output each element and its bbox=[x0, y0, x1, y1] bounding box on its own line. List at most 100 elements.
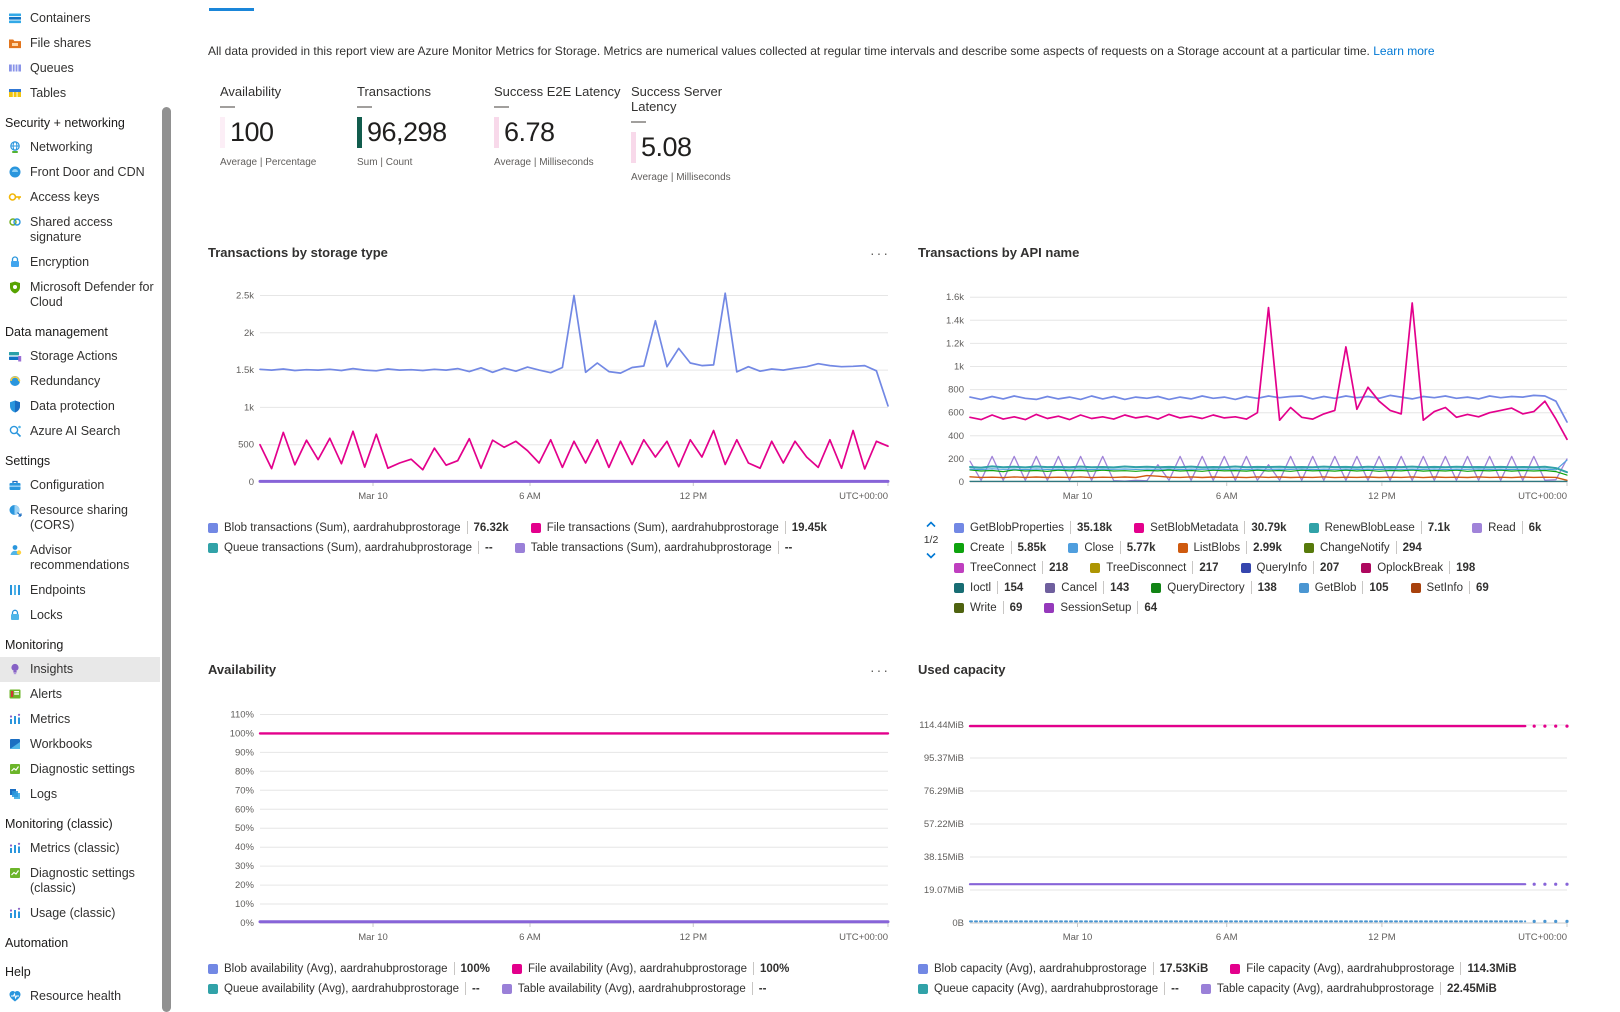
svg-text:0%: 0% bbox=[240, 918, 254, 929]
legend-item-renewbloblease[interactable]: RenewBlobLease 7.1k bbox=[1308, 521, 1450, 534]
svg-text:70%: 70% bbox=[235, 785, 255, 796]
sidebar-item-storage-actions[interactable]: Storage Actions bbox=[0, 344, 160, 369]
diagnostic-settings-icon bbox=[10, 868, 20, 878]
svg-text:UTC+00:00: UTC+00:00 bbox=[1518, 491, 1567, 502]
legend-divider bbox=[1002, 601, 1004, 614]
sidebar-item-access-keys[interactable]: Access keys bbox=[0, 185, 160, 210]
legend-item-table-transactions-sum[interactable]: Table transactions (Sum), aardrahubprost… bbox=[514, 541, 792, 554]
legend-swatch bbox=[501, 983, 512, 994]
legend-divider bbox=[1069, 521, 1071, 534]
metrics-icon bbox=[9, 713, 21, 724]
sidebar-item-alerts[interactable]: Alerts bbox=[0, 682, 160, 707]
svg-text:1.5k: 1.5k bbox=[236, 365, 254, 376]
svg-text:0: 0 bbox=[959, 477, 964, 488]
sidebar-item-front-door-and-cdn[interactable]: Front Door and CDN bbox=[0, 160, 160, 185]
legend-page-down[interactable] bbox=[925, 547, 937, 565]
sidebar-item-label: Endpoints bbox=[30, 583, 86, 597]
chart-menu-icon[interactable]: ··· bbox=[870, 661, 890, 678]
sidebar-item-file-shares[interactable]: File shares bbox=[0, 31, 160, 56]
legend-item-setblobmetadata[interactable]: SetBlobMetadata 30.79k bbox=[1134, 521, 1287, 534]
legend-value: 30.79k bbox=[1251, 521, 1287, 534]
sidebar-item-microsoft-defender-for-cloud[interactable]: Microsoft Defender for Cloud bbox=[0, 275, 160, 315]
metric-value: 5.08 bbox=[641, 132, 692, 162]
svg-text:UTC+00:00: UTC+00:00 bbox=[1518, 932, 1567, 943]
legend-swatch bbox=[1308, 522, 1319, 533]
legend-item-create[interactable]: Create 5.85k bbox=[954, 541, 1046, 554]
sidebar-item-encryption[interactable]: Encryption bbox=[0, 250, 160, 275]
sidebar-item-workbooks[interactable]: Workbooks bbox=[0, 732, 160, 757]
chart-menu-icon[interactable]: ··· bbox=[870, 244, 890, 261]
svg-text:38.15MiB: 38.15MiB bbox=[924, 852, 964, 863]
legend-item-blob-capacity-avg[interactable]: Blob capacity (Avg), aardrahubprostorage… bbox=[918, 962, 1208, 975]
sidebar-item-locks[interactable]: Locks bbox=[0, 603, 160, 628]
legend-item-queue-transactions-sum[interactable]: Queue transactions (Sum), aardrahubprost… bbox=[208, 541, 493, 554]
cors-icon bbox=[9, 505, 22, 517]
legend-item-ioctl[interactable]: Ioctl 154 bbox=[954, 581, 1023, 594]
legend-page-down-icon bbox=[926, 552, 936, 559]
legend-item-file-availability-avg[interactable]: File availability (Avg), aardrahubprosto… bbox=[511, 962, 789, 975]
legend-item-queue-capacity-avg[interactable]: Queue capacity (Avg), aardrahubprostorag… bbox=[918, 982, 1179, 995]
legend-divider bbox=[1460, 962, 1462, 975]
legend-page-up[interactable] bbox=[925, 515, 937, 533]
legend-item-sessionsetup[interactable]: SessionSetup 64 bbox=[1044, 601, 1157, 614]
legend-item-table-availability-avg[interactable]: Table availability (Avg), aardrahubprost… bbox=[501, 982, 766, 995]
legend-label: Blob transactions (Sum), aardrahubprosto… bbox=[224, 521, 461, 534]
info-banner: All data provided in this report view ar… bbox=[208, 44, 1620, 58]
sidebar-item-diagnostic-settings[interactable]: Diagnostic settings bbox=[0, 757, 160, 782]
legend-item-listblobs[interactable]: ListBlobs 2.99k bbox=[1177, 541, 1282, 554]
svg-text:500: 500 bbox=[238, 440, 254, 451]
sidebar-item-data-protection[interactable]: Data protection bbox=[0, 394, 160, 419]
learn-more-link[interactable]: Learn more bbox=[1373, 44, 1435, 58]
legend-item-treedisconnect[interactable]: TreeDisconnect 217 bbox=[1090, 561, 1219, 574]
sidebar-item-diagnostic-settings-classic[interactable]: Diagnostic settings (classic) bbox=[0, 861, 160, 901]
legend-item-file-transactions-sum[interactable]: File transactions (Sum), aardrahubprosto… bbox=[530, 521, 827, 534]
legend-item-read[interactable]: Read 6k bbox=[1472, 521, 1541, 534]
legend-item-queryinfo[interactable]: QueryInfo 207 bbox=[1240, 561, 1339, 574]
legend-item-close[interactable]: Close 5.77k bbox=[1068, 541, 1156, 554]
legend-item-cancel[interactable]: Cancel 143 bbox=[1045, 581, 1129, 594]
sidebar-scrollbar[interactable] bbox=[162, 107, 171, 1012]
legend-item-setinfo[interactable]: SetInfo 69 bbox=[1410, 581, 1489, 594]
legend-item-blob-transactions-sum[interactable]: Blob transactions (Sum), aardrahubprosto… bbox=[208, 521, 509, 534]
metric-spark-bar bbox=[357, 117, 362, 148]
legend-divider bbox=[1042, 561, 1044, 574]
sidebar-item-queues[interactable]: Queues bbox=[0, 56, 160, 81]
sidebar-item-logs[interactable]: Logs bbox=[0, 782, 160, 807]
legend-value: 114.3MiB bbox=[1467, 962, 1517, 975]
legend-item-getblob[interactable]: GetBlob 105 bbox=[1298, 581, 1389, 594]
chart-tile-transactions-by-api-name: Transactions by API name 0 200 400 600 800 1k 1… bbox=[918, 245, 1575, 614]
sidebar-item-advisor-recommendations[interactable]: Advisor recommendations bbox=[0, 538, 160, 578]
sidebar-item-usage-classic[interactable]: Usage (classic) bbox=[0, 901, 160, 926]
sidebar-item-resource-health[interactable]: Resource health bbox=[0, 984, 160, 1009]
legend-item-changenotify[interactable]: ChangeNotify 294 bbox=[1303, 541, 1422, 554]
sidebar-item-configuration[interactable]: Configuration bbox=[0, 473, 160, 498]
metric-value: 96,298 bbox=[367, 117, 447, 147]
diagnostic-settings-icon bbox=[10, 764, 20, 774]
legend-item-querydirectory[interactable]: QueryDirectory 138 bbox=[1151, 581, 1277, 594]
sidebar-item-networking[interactable]: Networking bbox=[0, 135, 160, 160]
legend-item-treeconnect[interactable]: TreeConnect 218 bbox=[954, 561, 1068, 574]
sidebar-item-metrics[interactable]: Metrics bbox=[0, 707, 160, 732]
sidebar-item-endpoints[interactable]: Endpoints bbox=[0, 578, 160, 603]
legend-item-file-capacity-avg[interactable]: File capacity (Avg), aardrahubprostorage… bbox=[1230, 962, 1517, 975]
sidebar-item-azure-ai-search[interactable]: Azure AI Search bbox=[0, 419, 160, 444]
legend-item-blob-availability-avg[interactable]: Blob availability (Avg), aardrahubprosto… bbox=[208, 962, 490, 975]
legend-item-write[interactable]: Write 69 bbox=[954, 601, 1022, 614]
legend-divider bbox=[1246, 541, 1248, 554]
metric-spark-bar bbox=[631, 132, 636, 163]
legend-item-getblobproperties[interactable]: GetBlobProperties 35.18k bbox=[954, 521, 1112, 534]
sidebar-item-insights[interactable]: Insights bbox=[0, 657, 160, 682]
sidebar-item-redundancy[interactable]: Redundancy bbox=[0, 369, 160, 394]
sidebar-item-resource-sharing-cors[interactable]: Resource sharing (CORS) bbox=[0, 498, 160, 538]
legend-swatch bbox=[1044, 602, 1055, 613]
legend-label: ListBlobs bbox=[1193, 541, 1241, 554]
legend-item-oplockbreak[interactable]: OplockBreak 198 bbox=[1361, 561, 1475, 574]
sidebar-item-tables[interactable]: Tables bbox=[0, 81, 160, 106]
legend-label: SetInfo bbox=[1426, 581, 1463, 594]
legend-item-table-capacity-avg[interactable]: Table capacity (Avg), aardrahubprostorag… bbox=[1200, 982, 1497, 995]
svg-text:800: 800 bbox=[948, 385, 964, 396]
sidebar-item-containers[interactable]: Containers bbox=[0, 6, 160, 31]
sidebar-item-metrics-classic[interactable]: Metrics (classic) bbox=[0, 836, 160, 861]
legend-item-queue-availability-avg[interactable]: Queue availability (Avg), aardrahubprost… bbox=[208, 982, 480, 995]
sidebar-item-shared-access-signature[interactable]: Shared access signature bbox=[0, 210, 160, 250]
